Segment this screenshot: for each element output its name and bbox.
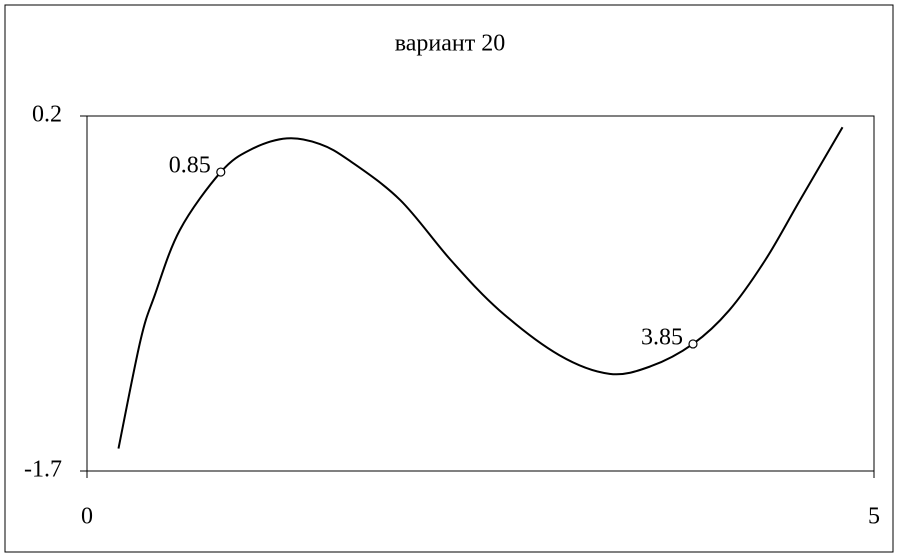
x-tick-label: 5 bbox=[868, 504, 880, 530]
point-marker bbox=[216, 167, 226, 177]
x-tick-label: 0 bbox=[81, 504, 93, 530]
point-label: 3.85 bbox=[641, 324, 683, 350]
y-tick-label: -1.7 bbox=[24, 457, 62, 483]
curve bbox=[117, 126, 844, 449]
y-tick-label: 0.2 bbox=[32, 102, 62, 128]
chart-title: вариант 20 bbox=[395, 31, 506, 57]
point-label: 0.85 bbox=[169, 153, 211, 179]
point-marker bbox=[688, 339, 698, 349]
